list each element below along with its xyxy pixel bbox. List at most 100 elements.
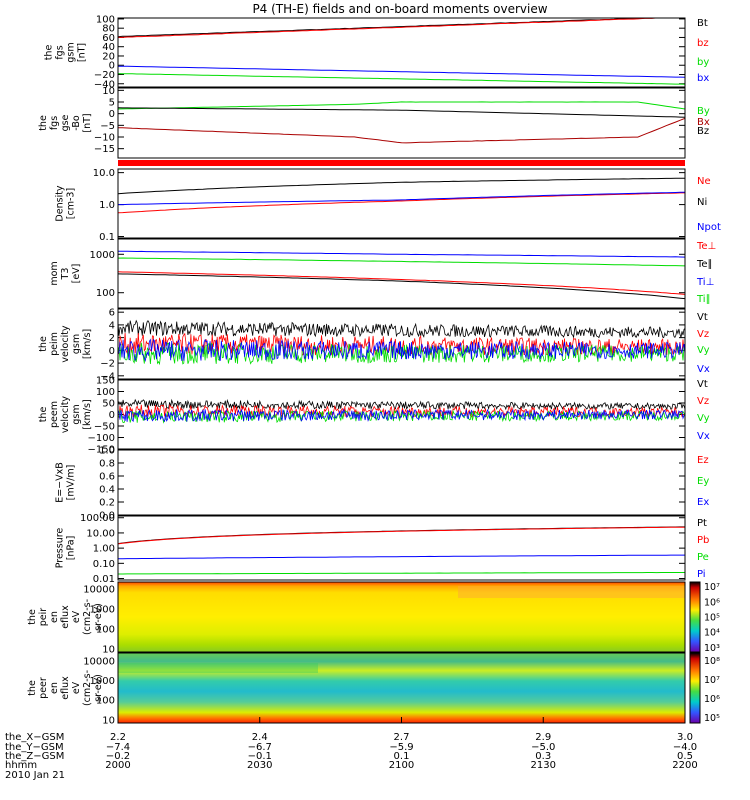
y-tick-label: 100.00 — [80, 513, 115, 524]
y-tick-label: 1.00 — [93, 544, 115, 555]
series-line-Vt — [118, 398, 685, 411]
spectrogram-band — [118, 663, 318, 673]
panels: the fgs gsm [nT]100806040200−20−40Btbzbybxt… — [27, 14, 721, 726]
colorbar-tick-label: 10⁷ — [704, 675, 720, 686]
series-group — [118, 526, 685, 575]
y-axis-label: (cm2-s- — [82, 599, 93, 635]
legend-label: Vy — [697, 413, 710, 424]
panel-frame — [117, 581, 686, 653]
y-tick-label: 1000 — [90, 676, 115, 687]
legend-label: Ti⊥ — [696, 277, 714, 288]
legend-label: bz — [697, 38, 709, 49]
legend-label: by — [697, 57, 709, 68]
x-tick-label: 3.0 — [677, 732, 693, 743]
legend-label: Pi — [697, 569, 706, 580]
x-tick-label: 2.2 — [110, 732, 126, 743]
y-axis-label: the — [27, 609, 38, 625]
y-tick-label: 0.10 — [93, 559, 115, 570]
x-tick-label: −0.1 — [248, 751, 272, 762]
y-tick-label: 1.0 — [99, 200, 115, 211]
panel-frame — [117, 168, 686, 239]
series-line-Pi — [118, 554, 685, 560]
date-label: 2010 Jan 21 — [5, 770, 65, 781]
panel-4: mom T3 [eV] 1000 100 Te⊥ Te∥ Ti⊥ Ti∥ — [49, 238, 716, 309]
y-tick-label: 1000 — [90, 250, 115, 261]
y-axis-label: peer — [38, 677, 49, 699]
legend-label: Ti∥ — [696, 294, 711, 305]
series-group — [118, 398, 685, 424]
colorbar-tick-label: 10⁷ — [704, 582, 720, 593]
y-tick-label: 100 — [96, 624, 115, 635]
series-line-Bx — [118, 117, 685, 144]
series-line-Vt — [118, 319, 685, 339]
x-tick-label: 0.3 — [535, 751, 551, 762]
y-tick-label: 10 — [102, 86, 115, 97]
x-tick-label: −6.7 — [248, 742, 272, 753]
spectrogram — [118, 653, 685, 723]
x-row-label: hhmm — [5, 760, 37, 771]
legend-label: Bz — [697, 126, 709, 137]
legend-label: Bx — [697, 117, 710, 128]
y-tick-label: 0 — [109, 109, 115, 120]
y-axis-label: the — [38, 115, 49, 131]
legend-label: Vz — [697, 396, 709, 407]
y-axis-label: the — [27, 680, 38, 696]
y-axis-label: the — [38, 407, 49, 423]
y-tick-label: 100 — [96, 387, 115, 398]
y-axis-label: sr-eV) — [93, 674, 104, 702]
series-line-Npot — [118, 191, 685, 206]
legend-label: Vy — [697, 345, 710, 356]
legend-label: By — [697, 106, 710, 117]
y-tick-label: 40 — [102, 42, 115, 53]
y-tick-label: 0 — [109, 346, 115, 357]
series-group — [118, 319, 685, 366]
panel-frame — [117, 17, 686, 88]
panel-10: the peer en eflux eV (cm2-s-sr-eV) 10000 1000 10… — [27, 652, 720, 726]
y-tick-label: 0 — [109, 61, 115, 72]
y-tick-label: −15 — [94, 144, 115, 155]
x-tick-label: −5.0 — [531, 742, 555, 753]
y-tick-label: 10.0 — [93, 168, 115, 179]
y-tick-label: 6 — [109, 308, 115, 319]
legend-label: Vx — [697, 364, 710, 375]
series-line-Ne — [118, 192, 685, 214]
y-tick-label: 0.0 — [99, 511, 115, 522]
y-axis-label: peim — [49, 332, 60, 356]
y-axis-label: velocity — [60, 396, 71, 434]
legend-label: Vx — [697, 431, 710, 442]
y-axis-label: (cm2-s- — [82, 670, 93, 706]
legend-label: Ex — [697, 497, 709, 508]
y-tick-label: 0.01 — [93, 574, 115, 585]
legend-label: Pb — [697, 535, 709, 546]
y-axis-label: velocity — [60, 325, 71, 363]
x-tick-label: 2000 — [105, 760, 130, 771]
panel-6: the peem velocity gsm [km/s] 150100500−50−100… — [38, 376, 710, 456]
y-axis-label: eV — [71, 610, 82, 623]
x-tick-label: −7.4 — [106, 742, 130, 753]
panel-9: the peir en eflux eV (cm2-s-sr-eV) 10000 1000 10… — [27, 581, 720, 655]
y-tick-label: 80 — [102, 24, 115, 35]
y-axis-label: E=−VxB — [55, 462, 66, 503]
x-tick-label: 2200 — [672, 760, 697, 771]
legend-label: Ez — [697, 455, 709, 466]
y-tick-label: 5 — [109, 98, 115, 109]
y-axis-label: [nT] — [77, 43, 88, 62]
y-tick-label: 2 — [109, 333, 115, 344]
x-tick-label: −4.0 — [673, 742, 697, 753]
colorbar-tick-label: 10⁶ — [704, 597, 720, 608]
legend-label: Te⊥ — [696, 241, 716, 252]
y-tick-label: 100 — [96, 14, 115, 25]
y-tick-label: −10 — [94, 133, 115, 144]
y-tick-label: 60 — [102, 33, 115, 44]
colorbar-tick-label: 10⁵ — [704, 713, 720, 724]
x-tick-label: 2130 — [531, 760, 556, 771]
legend-label: Ne — [697, 176, 711, 187]
y-axis-label: Pressure — [55, 528, 66, 569]
y-axis-label: [km/s] — [82, 399, 93, 429]
panel-3: Density [cm-3] 10.0 1.0 0.1 Ne Ni Npot — [55, 168, 721, 243]
y-axis-label: -Bo — [71, 115, 82, 131]
y-tick-label: 150 — [96, 376, 115, 387]
x-tick-label: 2.9 — [535, 732, 551, 743]
colorbar-tick-label: 10⁴ — [704, 628, 720, 639]
